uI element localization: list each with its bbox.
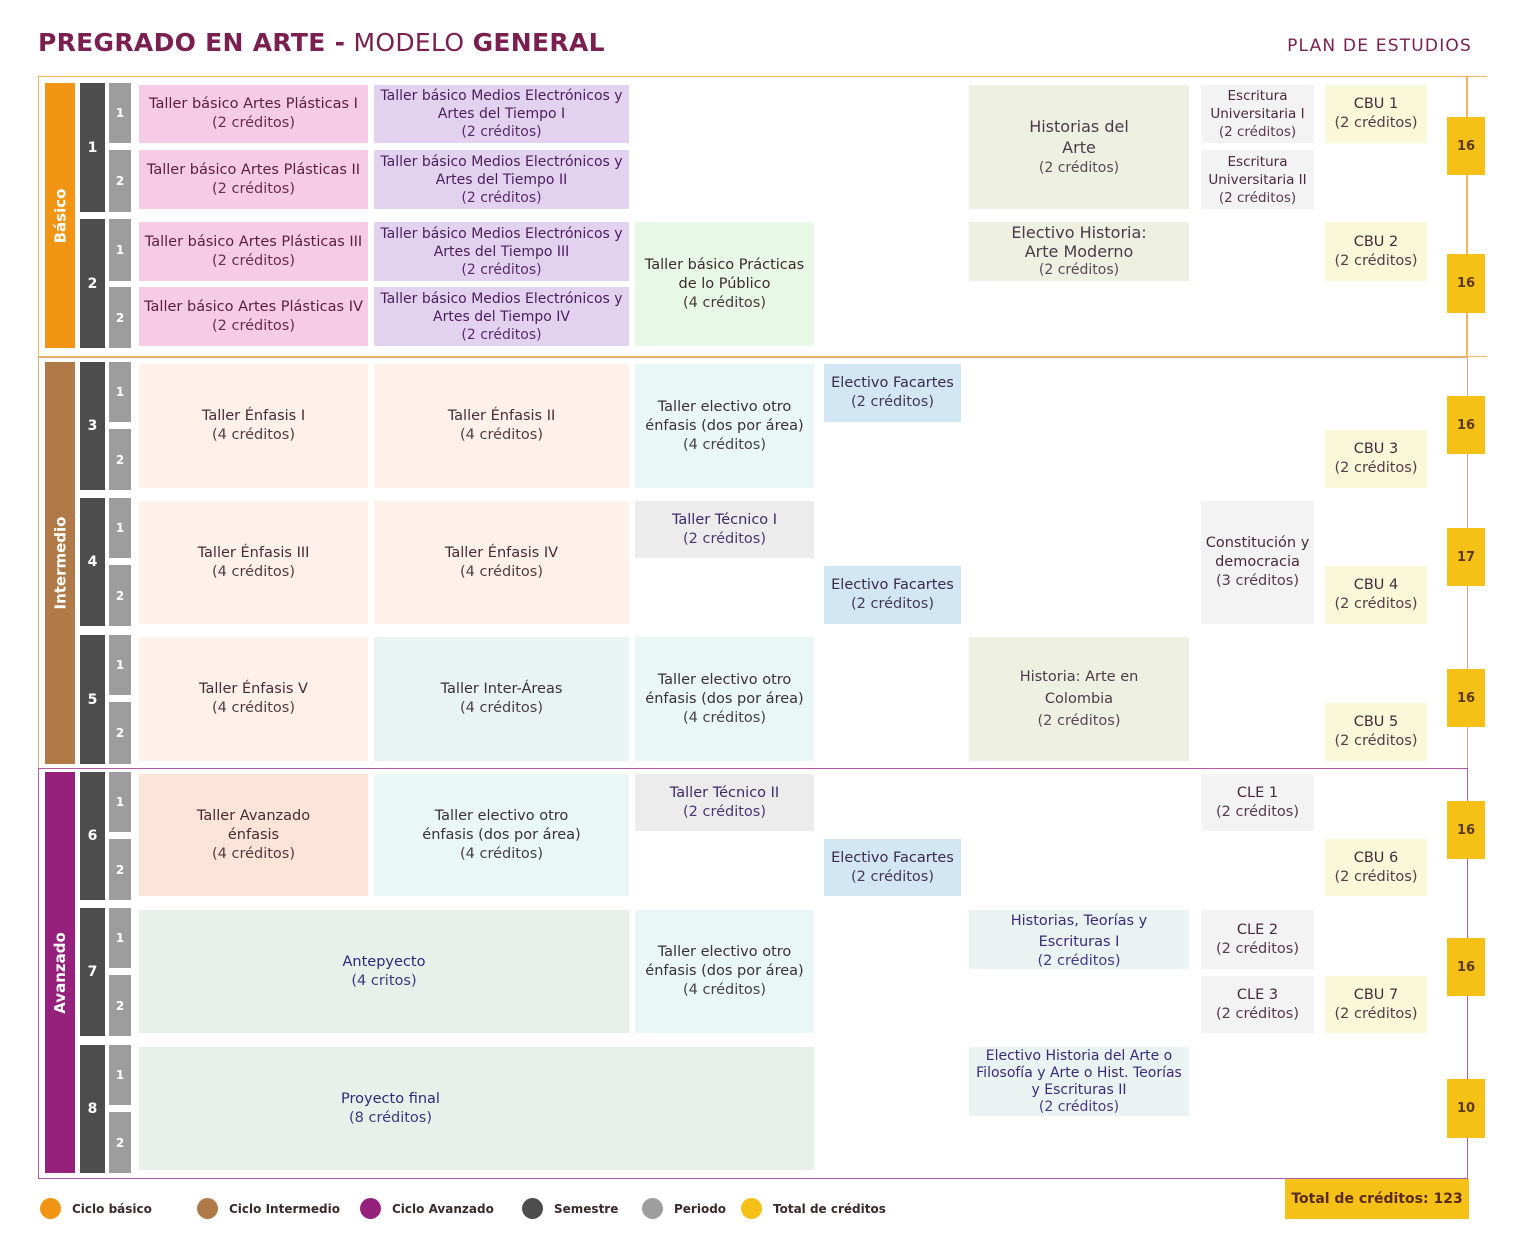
- legend-ciclo-avanzado: Ciclo Avanzado: [360, 1198, 494, 1219]
- course-cell: Taller Énfasis IV (4 créditos): [374, 501, 629, 624]
- course-cell: Taller básico Medios Electrónicos y Arte…: [374, 150, 629, 209]
- course-cell: Taller Inter-Áreas (4 créditos): [374, 637, 629, 761]
- period-1: 1: [109, 219, 131, 281]
- semester-7: 7: [80, 908, 105, 1036]
- course-cell: Electivo Facartes (2 créditos): [824, 566, 961, 624]
- course-cell: Historia: Arte en Colombia (2 créditos): [969, 637, 1189, 761]
- course-cell: Historias del Arte (2 créditos): [969, 85, 1189, 209]
- course-cell: CLE 1 (2 créditos): [1201, 774, 1314, 831]
- course-cell: Electivo Historia del Arte o Filosofía y…: [969, 1047, 1189, 1116]
- semester-credits: 16: [1447, 117, 1485, 175]
- period-1: 1: [109, 772, 131, 832]
- course-cell: CBU 3 (2 créditos): [1325, 430, 1427, 488]
- course-cell: Taller Avanzado énfasis (4 créditos): [139, 774, 368, 896]
- semester-5: 5: [80, 635, 105, 764]
- semester-1: 1: [80, 83, 105, 212]
- cycle-avanzado: Avanzado: [45, 772, 75, 1173]
- course-cell: Taller básico Artes Plásticas III (2 créd…: [139, 222, 368, 281]
- period-1: 1: [109, 635, 131, 695]
- cycle-intermedio: Intermedio: [45, 362, 75, 764]
- course-cell: Constitución y democracia (3 créditos): [1201, 501, 1314, 624]
- legend-dot-icon: [522, 1198, 543, 1219]
- period-1: 1: [109, 908, 131, 968]
- course-cell: Taller Énfasis V (4 créditos): [139, 637, 368, 761]
- frame-basico: [38, 76, 1487, 357]
- course-cell: Taller básico Medios Electrónicos y Arte…: [374, 222, 629, 281]
- course-cell: CBU 6 (2 créditos): [1325, 839, 1427, 896]
- legend-dot-icon: [40, 1198, 61, 1219]
- semester-credits: 17: [1447, 528, 1485, 586]
- course-cell: Taller básico Artes Plásticas IV (2 crédi…: [139, 287, 368, 346]
- course-cell: CBU 2 (2 créditos): [1325, 222, 1427, 281]
- frame-basico-right: [1466, 76, 1468, 358]
- cycle-basico: Básico: [45, 83, 75, 348]
- period-1: 1: [109, 498, 131, 558]
- course-cell: Historias, Teorías y Escrituras I (2 créd…: [969, 910, 1189, 969]
- period-1: 1: [109, 83, 131, 143]
- course-cell: Escritura Universitaria II (2 créditos): [1201, 150, 1314, 209]
- course-cell: Taller Énfasis II (4 créditos): [374, 364, 629, 488]
- legend-total-creditos: Total de créditos: [741, 1198, 886, 1219]
- course-cell: Taller electivo otro énfasis (dos por ár…: [635, 364, 814, 488]
- course-cell: Taller electivo otro énfasis (dos por ár…: [635, 910, 814, 1033]
- grand-total-credits: Total de créditos: 123: [1285, 1179, 1469, 1219]
- course-cell: Taller básico Artes Plásticas I (2 crédit…: [139, 85, 368, 143]
- course-cell: Escritura Universitaria I (2 créditos): [1201, 85, 1314, 143]
- course-cell: Taller básico Artes Plásticas II (2 crédi…: [139, 150, 368, 209]
- course-cell: Taller Técnico II (2 créditos): [635, 774, 814, 831]
- course-cell: Taller Énfasis I (4 créditos): [139, 364, 368, 488]
- period-2: 2: [109, 287, 131, 348]
- course-cell: Taller Énfasis III (4 créditos): [139, 501, 368, 624]
- semester-4: 4: [80, 498, 105, 626]
- legend-dot-icon: [741, 1198, 762, 1219]
- plan-label: PLAN DE ESTUDIOS: [1287, 36, 1472, 56]
- semester-credits: 16: [1447, 254, 1485, 313]
- period-1: 1: [109, 362, 131, 422]
- legend-ciclo-basico: Ciclo básico: [40, 1198, 152, 1219]
- period-2: 2: [109, 150, 131, 212]
- semester-6: 6: [80, 772, 105, 900]
- course-cell: CLE 2 (2 créditos): [1201, 910, 1314, 969]
- legend-dot-icon: [197, 1198, 218, 1219]
- course-cell: Antepyecto (4 critos): [139, 910, 629, 1033]
- course-cell: CBU 5 (2 créditos): [1325, 703, 1427, 761]
- course-cell: Taller Técnico I (2 créditos): [635, 501, 814, 558]
- period-2: 2: [109, 565, 131, 626]
- course-cell: Electivo Facartes (2 créditos): [824, 364, 961, 422]
- course-cell: Taller electivo otro énfasis (dos por ár…: [635, 637, 814, 761]
- period-2: 2: [109, 429, 131, 490]
- course-cell: Proyecto final (8 créditos): [139, 1047, 814, 1170]
- legend-dot-icon: [642, 1198, 663, 1219]
- legend-dot-icon: [360, 1198, 381, 1219]
- page-title: PREGRADO EN ARTE - MODELO GENERAL: [38, 28, 605, 57]
- period-2: 2: [109, 1112, 131, 1173]
- period-2: 2: [109, 975, 131, 1036]
- period-1: 1: [109, 1045, 131, 1105]
- course-cell: CBU 7 (2 créditos): [1325, 976, 1427, 1033]
- semester-credits: 16: [1447, 669, 1485, 727]
- semester-8: 8: [80, 1045, 105, 1173]
- course-cell: Electivo Historia: Arte Moderno (2 crédit…: [969, 222, 1189, 281]
- legend-semestre: Semestre: [522, 1198, 618, 1219]
- period-2: 2: [109, 839, 131, 900]
- course-cell: Taller básico Medios Electrónicos y Arte…: [374, 287, 629, 346]
- legend-ciclo-intermedio: Ciclo Intermedio: [197, 1198, 340, 1219]
- course-cell: Taller básico Prácticas de lo Público (4 …: [635, 222, 814, 346]
- course-cell: Electivo Facartes (2 créditos): [824, 839, 961, 896]
- semester-credits: 16: [1447, 801, 1485, 859]
- semester-credits: 16: [1447, 396, 1485, 454]
- semester-2: 2: [80, 219, 105, 348]
- course-cell: CBU 1 (2 créditos): [1325, 85, 1427, 143]
- legend-periodo: Periodo: [642, 1198, 726, 1219]
- course-cell: Taller básico Medios Electrónicos y Arte…: [374, 85, 629, 143]
- semester-credits: 10: [1447, 1079, 1485, 1138]
- course-cell: CLE 3 (2 créditos): [1201, 976, 1314, 1033]
- period-2: 2: [109, 702, 131, 764]
- semester-credits: 16: [1447, 938, 1485, 996]
- semester-3: 3: [80, 362, 105, 490]
- course-cell: Taller electivo otro énfasis (dos por ár…: [374, 774, 629, 896]
- course-cell: CBU 4 (2 créditos): [1325, 566, 1427, 624]
